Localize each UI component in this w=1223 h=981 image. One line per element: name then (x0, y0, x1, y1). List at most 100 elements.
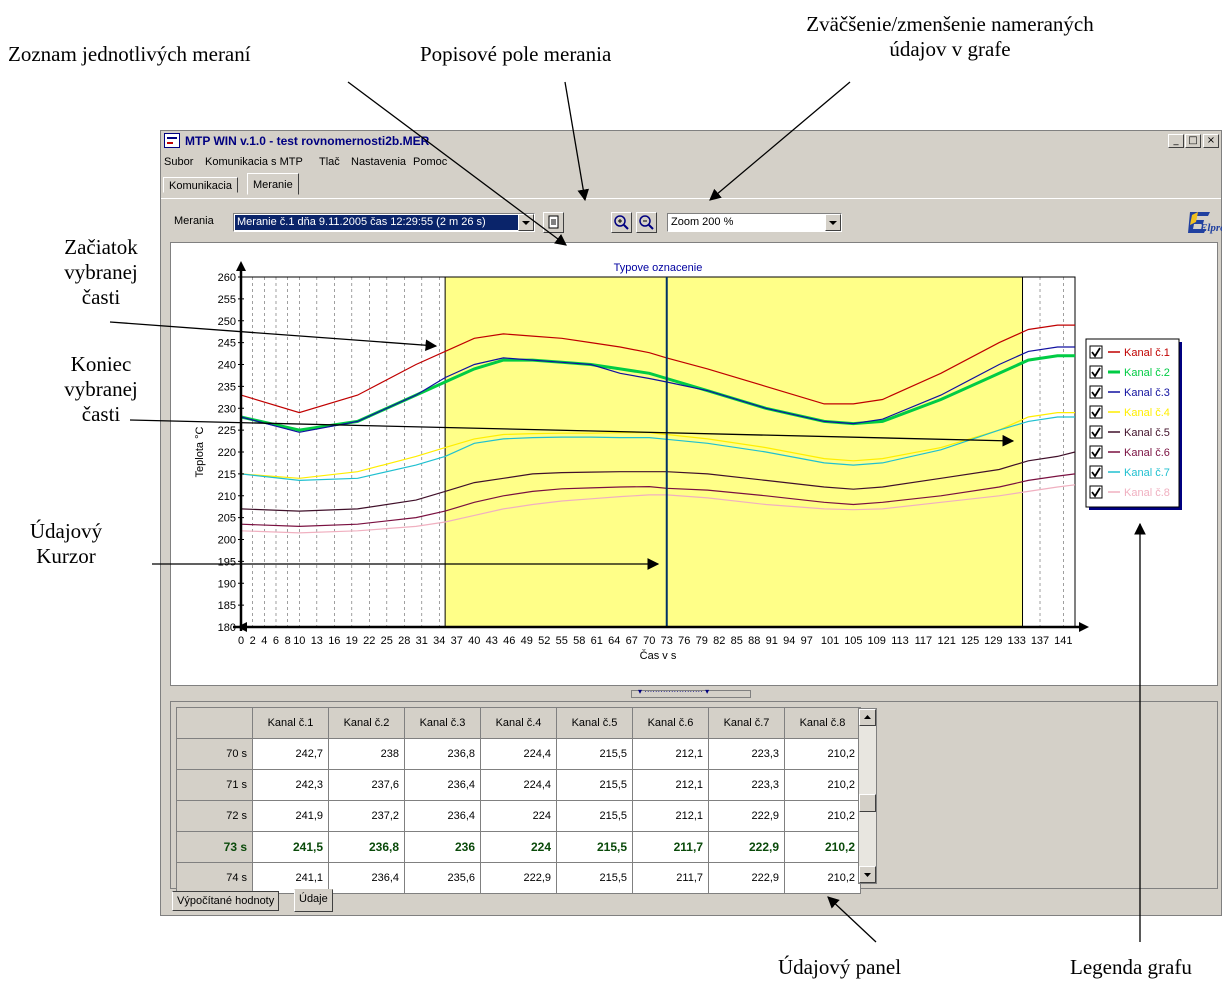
chevron-down-icon[interactable] (518, 214, 534, 231)
menu-tlac[interactable]: Tlač (319, 156, 340, 168)
table-cell[interactable]: 238 (328, 738, 405, 770)
table-cell[interactable]: 212,1 (632, 769, 709, 801)
panel-splitter[interactable] (631, 687, 751, 698)
zoom-in-button[interactable] (611, 212, 632, 233)
table-cell[interactable]: 211,7 (632, 831, 709, 863)
column-header[interactable]: Kanal č.5 (556, 707, 633, 739)
scroll-down-button[interactable] (859, 866, 876, 883)
column-header[interactable]: Kanal č.1 (252, 707, 329, 739)
table-cell[interactable]: 210,2 (784, 800, 861, 832)
table-cell[interactable]: 215,5 (556, 862, 633, 894)
tab-meranie[interactable]: Meranie (247, 173, 299, 195)
table-row[interactable]: 73 s 241,5 236,8 236 224 215,5 211,7 222,9 210,2 (176, 831, 861, 863)
menu-subor[interactable]: Subor (164, 156, 194, 168)
table-cell[interactable]: 236,8 (328, 831, 405, 863)
column-header[interactable]: Kanal č.8 (784, 707, 861, 739)
chart[interactable]: Typove oznacenie180185190195200205210215… (171, 243, 1217, 685)
series-line-2[interactable] (240, 354, 1075, 432)
table-cell[interactable]: 237,2 (328, 800, 405, 832)
table-cell[interactable]: 236,4 (328, 862, 405, 894)
table-cell[interactable]: 241,5 (252, 831, 329, 863)
scroll-up-button[interactable] (859, 709, 876, 726)
table-cell[interactable]: 242,7 (252, 738, 329, 770)
table-cell[interactable]: 223,3 (708, 769, 785, 801)
column-header[interactable]: Kanal č.7 (708, 707, 785, 739)
legend-checkbox[interactable] (1089, 485, 1103, 499)
menu-nastavenia[interactable]: Nastavenia (351, 156, 407, 168)
selected-range[interactable] (445, 277, 1023, 627)
table-cell[interactable]: 223,3 (708, 738, 785, 770)
zoom-chevron-down-icon[interactable] (825, 214, 841, 231)
table-cell[interactable]: 210,2 (784, 738, 861, 770)
row-header[interactable]: 70 s (176, 738, 253, 770)
close-button[interactable]: × (1203, 134, 1219, 148)
table-cell[interactable]: 237,6 (328, 769, 405, 801)
row-header[interactable]: 74 s (176, 862, 253, 894)
series-line-1[interactable] (240, 324, 1075, 414)
table-cell[interactable]: 222,9 (708, 800, 785, 832)
table-row[interactable]: 70 s 242,7 238 236,8 224,4 215,5 212,1 223,3 210… (176, 738, 861, 770)
table-row[interactable]: 72 s 241,9 237,2 236,4 224 215,5 212,1 222,9 210… (176, 800, 861, 832)
table-cell[interactable]: 215,5 (556, 800, 633, 832)
legend-checkbox[interactable] (1089, 345, 1103, 359)
table-cell[interactable]: 210,2 (784, 831, 861, 863)
series-line-8[interactable] (240, 484, 1076, 534)
legend-checkbox[interactable] (1089, 445, 1103, 459)
table-cell[interactable]: 242,3 (252, 769, 329, 801)
table-cell[interactable]: 241,9 (252, 800, 329, 832)
menu-komunikacia[interactable]: Komunikacia s MTP (205, 156, 303, 168)
legend-checkbox[interactable] (1089, 365, 1103, 379)
tab-data[interactable]: Údaje (294, 889, 333, 912)
table-cell[interactable]: 241,1 (252, 862, 329, 894)
table-cell[interactable]: 215,5 (556, 738, 633, 770)
table-cell[interactable]: 224,4 (480, 738, 557, 770)
table-cell[interactable]: 212,1 (632, 800, 709, 832)
table-cell[interactable]: 210,2 (784, 862, 861, 894)
measurement-select[interactable]: Meranie č.1 dňa 9.11.2005 čas 12:29:55 (… (233, 213, 535, 232)
table-cell[interactable]: 236,4 (404, 769, 481, 801)
tab-calculated-values[interactable]: Výpočítané hodnoty (172, 891, 280, 911)
series-line-5[interactable] (240, 451, 1076, 512)
table-row[interactable]: 71 s 242,3 237,6 236,4 224,4 215,5 212,1 223,3 2… (176, 769, 861, 801)
table-cell[interactable]: 236,4 (404, 800, 481, 832)
table-row[interactable]: 74 s 241,1 236,4 235,6 222,9 215,5 211,7 222,9 2… (176, 862, 861, 894)
legend-checkbox[interactable] (1089, 465, 1103, 479)
table-cell[interactable]: 224 (480, 800, 557, 832)
chart-panel[interactable]: Typove oznacenie 180 185 190 195 200 205 210 215… (170, 242, 1218, 686)
row-header[interactable]: 72 s (176, 800, 253, 832)
legend-checkbox[interactable] (1089, 425, 1103, 439)
zoom-out-button[interactable] (636, 212, 657, 233)
data-table[interactable]: Kanal č.1 Kanal č.2 Kanal č.3 Kanal č.4 Kana… (176, 707, 861, 894)
column-header[interactable]: Kanal č.6 (632, 707, 709, 739)
legend-checkbox[interactable] (1089, 405, 1103, 419)
table-cell[interactable]: 222,9 (480, 862, 557, 894)
table-cell[interactable]: 212,1 (632, 738, 709, 770)
table-cell[interactable]: 210,2 (784, 769, 861, 801)
menu-pomoc[interactable]: Pomoc (413, 156, 448, 168)
minimize-button[interactable]: _ (1168, 134, 1184, 148)
series-line-6[interactable] (240, 473, 1076, 528)
row-header[interactable]: 71 s (176, 769, 253, 801)
column-header[interactable]: Kanal č.2 (328, 707, 405, 739)
description-button[interactable] (543, 212, 564, 233)
table-cell[interactable]: 211,7 (632, 862, 709, 894)
table-cell[interactable]: 235,6 (404, 862, 481, 894)
table-cell[interactable]: 236,8 (404, 738, 481, 770)
table-corner-cell[interactable] (176, 707, 253, 739)
table-cell[interactable]: 224 (480, 831, 557, 863)
table-cell[interactable]: 215,5 (556, 831, 633, 863)
maximize-button[interactable]: □ (1185, 134, 1201, 148)
table-cell[interactable]: 224,4 (480, 769, 557, 801)
zoom-select[interactable]: Zoom 200 % (667, 213, 842, 232)
title-bar[interactable]: MTP WIN v.1.0 - test rovnomernosti2b.MER… (161, 131, 1221, 152)
legend-checkbox[interactable] (1089, 385, 1103, 399)
scroll-thumb[interactable] (859, 794, 876, 812)
tab-komunikacia[interactable]: Komunikacia (163, 177, 238, 193)
column-header[interactable]: Kanal č.4 (480, 707, 557, 739)
row-header[interactable]: 73 s (176, 831, 253, 863)
vertical-scrollbar[interactable] (858, 708, 877, 884)
table-cell[interactable]: 222,9 (708, 862, 785, 894)
series-line-3[interactable] (240, 346, 1075, 433)
column-header[interactable]: Kanal č.3 (404, 707, 481, 739)
table-cell[interactable]: 222,9 (708, 831, 785, 863)
